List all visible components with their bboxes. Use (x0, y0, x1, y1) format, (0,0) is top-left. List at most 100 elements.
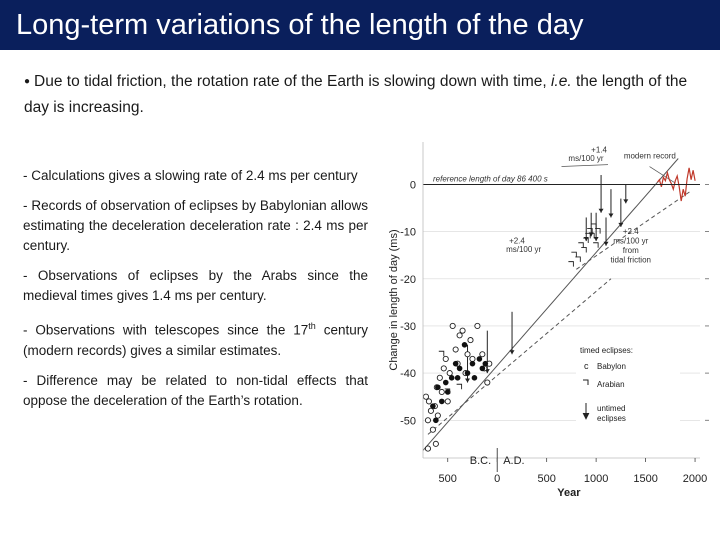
rate-1-4-line (576, 191, 691, 270)
untimed-point (456, 365, 463, 372)
modern-record-series (657, 167, 696, 202)
babylon-point (438, 388, 445, 396)
arabian-point (591, 223, 597, 229)
annotation-tidal-2: ms/100 yr (613, 236, 648, 245)
point-telescopes-before: - Observations with telescopes since the… (23, 322, 309, 338)
rate-arrow-line (561, 164, 609, 167)
legend-box (576, 343, 680, 435)
bullet-dot-icon: ● (24, 76, 31, 87)
babylon-point (469, 355, 476, 363)
legend-babylon: Babylon (597, 362, 626, 371)
untimed-point (442, 379, 449, 386)
babylon-point (456, 332, 463, 339)
point-telescopes-after: century (modern records) gives a similar… (23, 322, 368, 358)
arabian-point (587, 228, 593, 234)
x-tick-label: 500 (537, 473, 555, 485)
legend-arabian: Arabian (597, 380, 625, 389)
error-bar-arrow (465, 378, 471, 383)
babylon-point (424, 417, 431, 424)
legend-arabian-icon (583, 379, 589, 385)
y-axis-label: Change in length of day (ms) (388, 229, 400, 370)
arabian-point (581, 247, 587, 253)
y-tick-label: -30 (400, 321, 416, 333)
untimed-point (464, 370, 471, 376)
legend-untimed-2: eclipses (597, 414, 626, 423)
annotation-reference: reference length of day 86 400 s (433, 174, 548, 183)
error-bar-arrow (593, 237, 599, 242)
untimed-point (452, 360, 459, 367)
babylon-point (484, 379, 491, 386)
annotation-tidal-1: +2.4 (623, 227, 639, 236)
untimed-point (433, 417, 439, 424)
babylon-point (425, 398, 432, 405)
point-difference: - Difference may be related to non-tidal… (23, 372, 368, 408)
y-tick-label: -20 (400, 274, 416, 286)
untimed-point (448, 375, 455, 381)
error-bar-arrow (603, 241, 609, 246)
x-axis-label: Year (557, 487, 581, 499)
arabian-point (444, 388, 451, 394)
point-arabs: - Observations of eclipses by the Arabs … (23, 268, 368, 303)
legend-title: timed eclipses: (580, 346, 633, 355)
error-bar-arrow (618, 222, 624, 227)
babylon-point (429, 426, 436, 433)
untimed-point (430, 403, 436, 409)
era-label-ad: A.D. (503, 455, 524, 467)
annotation-tidal-4: tidal friction (611, 255, 651, 264)
untimed-point (461, 342, 468, 348)
babylon-point (424, 445, 431, 452)
annotation-tidal-3: from (623, 246, 639, 255)
modern-arrow-line (649, 166, 676, 184)
arabian-point (438, 350, 445, 357)
annotation-modern: modern record (624, 152, 676, 161)
y-tick-label: -50 (400, 415, 416, 427)
legend-untimed-arrow (582, 412, 590, 420)
babylon-point (464, 351, 471, 358)
chart-lines (422, 158, 691, 451)
x-tick-label: 1500 (633, 473, 657, 485)
y-tick-label: -40 (400, 368, 416, 380)
babylon-point (442, 355, 449, 363)
x-tick-label: 500 (439, 473, 457, 485)
arabian-point (589, 232, 595, 239)
untimed-point (438, 398, 445, 405)
babylon-point (446, 370, 453, 377)
babylon-point (432, 440, 439, 447)
babylon-point (434, 412, 441, 419)
arabian-point (593, 242, 599, 248)
babylon-point (427, 407, 434, 414)
rate-2-4-line (427, 278, 612, 435)
babylon-point (479, 351, 486, 358)
untimed-point (479, 365, 486, 372)
arabian-point (583, 237, 589, 244)
untimed-point (482, 360, 489, 367)
x-tick-label: 1000 (584, 473, 608, 485)
babylon-point (452, 346, 459, 353)
arabian-point (568, 261, 574, 267)
intro-prefix: Due to tidal friction, the rotation rate… (34, 73, 551, 90)
intro-suffix: the length of the day is increasing. (24, 73, 688, 116)
untimed-point (476, 356, 483, 362)
untimed-point (471, 375, 478, 381)
annotation-rate-top-2: ms/100 yr (568, 154, 603, 163)
x-tick-label: 2000 (683, 473, 707, 485)
error-bar-arrow (598, 208, 604, 213)
untimed-point (469, 360, 476, 367)
untimed-point (444, 389, 451, 395)
legend-untimed-1: untimed (597, 404, 625, 413)
babylon-point (444, 398, 451, 405)
era-label-bc: B.C. (470, 455, 491, 467)
untimed-point (435, 384, 441, 391)
legend-babylon-icon: c (584, 361, 589, 371)
arabian-point (595, 228, 601, 234)
annotation-rate-mid-1: +2.4 (509, 236, 525, 245)
x-tick-label: 0 (494, 473, 500, 485)
chart-points (422, 167, 696, 452)
error-bar-arrow (509, 350, 515, 355)
point-calculations: - Calculations gives a slowing rate of 2… (23, 168, 358, 183)
point-babylonian: - Records of observation of eclipses by … (23, 198, 368, 253)
error-bar-arrow (608, 213, 614, 218)
y-tick-label: -10 (400, 227, 416, 239)
chart-axes: 0 -10 -20 -30 -40 -50 500 0 500 1000 1500 2000 (400, 142, 709, 485)
annotation-rate-mid-2: ms/100 yr (506, 245, 541, 254)
